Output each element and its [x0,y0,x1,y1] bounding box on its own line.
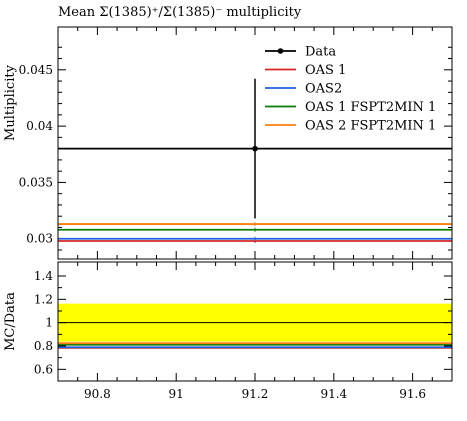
chart-title: Mean Σ(1385)⁺/Σ(1385)⁻ multiplicity [58,5,302,20]
ratio-y-tick-label: 0.8 [34,339,53,353]
data-point [252,145,258,152]
ratio-frame [57,261,453,382]
y-axis-label: Multiplicity [3,64,18,141]
legend-label: OAS 1 FSPT2MIN 1 [305,100,436,115]
ratio-y-axis-label: MC/Data [3,292,18,351]
main-frame [57,26,453,260]
y-tick-label: 0.03 [26,232,53,246]
legend-label: OAS 2 FSPT2MIN 1 [305,119,436,134]
legend-label: OAS2 [305,82,342,97]
main-panel: Mean Σ(1385)⁺/Σ(1385)⁻ multiplicity Multi… [3,5,453,260]
ratio-y-tick-label: 1.2 [34,292,53,306]
ratio-y-tick-label: 1 [45,316,53,330]
legend-marker [277,48,284,54]
y-tick-label: 0.045 [19,63,53,77]
ratio-y-tick-label: 0.6 [34,362,53,376]
x-tick-label: 91.2 [242,387,269,401]
y-tick-label: 0.035 [19,175,53,189]
x-tick-label: 91.6 [399,387,426,401]
ratio-y-tick-label: 1.4 [34,269,53,283]
ratio-panel: MC/Data 0.6 0.8 1 1.2 1.4 90.8 91 91.2 91.4 91.6 [3,261,453,401]
legend-label: OAS 1 [305,63,346,78]
x-tick-label: 91 [169,387,184,401]
x-tick-label: 90.8 [84,387,111,401]
x-tick-label: 91.4 [320,387,347,401]
y-tick-label: 0.04 [26,119,53,133]
legend-label: Data [305,45,336,60]
